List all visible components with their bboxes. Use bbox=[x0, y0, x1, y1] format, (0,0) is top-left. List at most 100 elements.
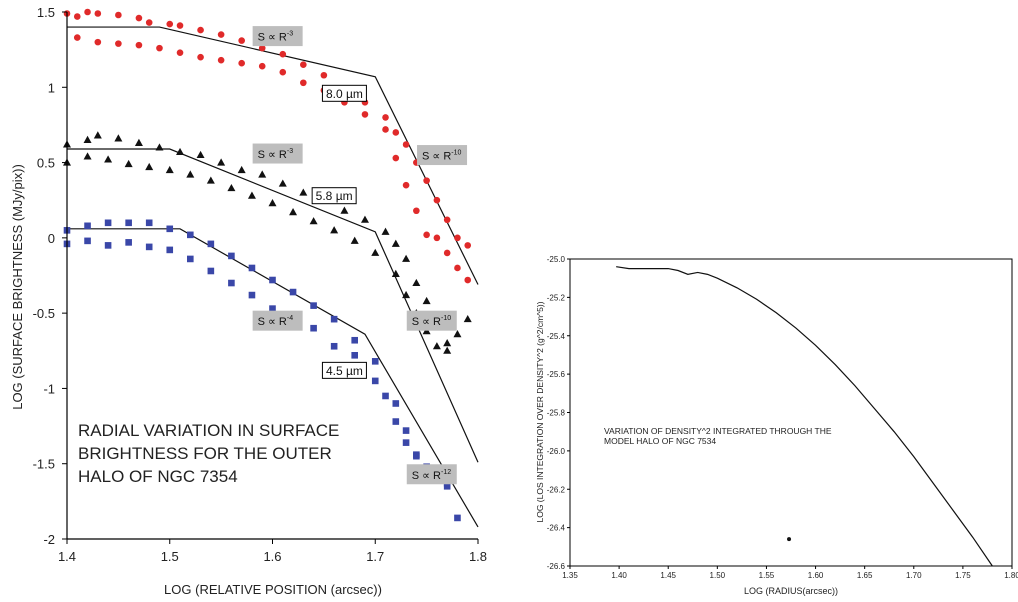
data-point-8um bbox=[197, 26, 204, 34]
wavelength-label-box bbox=[321, 84, 367, 102]
data-point-8um bbox=[73, 34, 81, 41]
data-point-5-8um bbox=[165, 165, 174, 174]
y-tick-label: -25.0 bbox=[547, 255, 566, 264]
y-tick-label: 1.5 bbox=[37, 5, 55, 20]
chart-title-line-1: RADIAL VARIATION IN SURFACE bbox=[78, 421, 339, 440]
data-point-4-5um bbox=[248, 291, 256, 299]
data-point-5-8um bbox=[268, 199, 277, 207]
x-tick-label: 1.8 bbox=[469, 549, 487, 564]
data-point-8um bbox=[443, 216, 451, 224]
data-point-4-5um bbox=[351, 352, 358, 359]
data-point-8um bbox=[361, 111, 369, 118]
x-axis-label: LOG (RADIUS(arcsec)) bbox=[744, 586, 838, 596]
chart-title-line-2: BRIGHTNESS FOR THE OUTER bbox=[78, 444, 332, 463]
y-tick-label: -26.0 bbox=[547, 447, 566, 456]
data-point-5-8um bbox=[330, 226, 339, 234]
data-point-4-5um bbox=[187, 231, 194, 239]
power-law-label-box bbox=[252, 143, 303, 164]
data-point-8um bbox=[156, 44, 163, 52]
data-point-5-8um bbox=[299, 188, 308, 196]
data-point-4-5um bbox=[289, 288, 297, 296]
data-point-8um bbox=[413, 207, 420, 215]
axes: 1.4 1.5 1.6 1.7 1.8 -2 -1.5 -1 -0.5 0 0.5 1 1.5 bbox=[33, 5, 487, 564]
data-point-4-5um bbox=[104, 242, 112, 249]
data-point-4-5um bbox=[402, 439, 410, 446]
data-point-4-5um bbox=[145, 219, 153, 227]
data-point-8um bbox=[392, 129, 400, 136]
data-point-8um bbox=[238, 37, 245, 44]
data-point-8um bbox=[423, 231, 430, 239]
data-point-5-8um bbox=[453, 330, 462, 338]
x-tick-label: 1.70 bbox=[906, 571, 922, 580]
data-point-8um bbox=[402, 181, 410, 189]
surface-brightness-chart: 8.0 µm5.8 µm4.5 µmS ∝ R-3S ∝ R-10S ∝ R-3… bbox=[10, 5, 487, 597]
data-point-8um bbox=[197, 53, 204, 61]
data-point-4-5um bbox=[207, 267, 215, 275]
data-point-5-8um bbox=[93, 131, 102, 139]
data-point-5-8um bbox=[432, 342, 441, 350]
data-point-5-8um bbox=[247, 191, 256, 199]
data-point-8um bbox=[464, 276, 472, 284]
data-point-8um bbox=[115, 11, 122, 19]
data-point-4-5um bbox=[207, 240, 215, 248]
fit-line bbox=[67, 148, 479, 463]
data-point-4-5um bbox=[228, 252, 235, 260]
data-point-5-8um bbox=[309, 217, 318, 225]
data-point-8um bbox=[176, 49, 184, 56]
x-tick-label: 1.40 bbox=[611, 571, 627, 580]
data-point-5-8um bbox=[402, 290, 411, 299]
data-points bbox=[63, 8, 472, 522]
data-point-5-8um bbox=[443, 339, 452, 347]
data-point-8um bbox=[320, 71, 328, 79]
data-point-4-5um bbox=[330, 342, 338, 350]
chart-title: RADIAL VARIATION IN SURFACE BRIGHTNESS F… bbox=[78, 421, 339, 486]
data-point-4-5um bbox=[382, 392, 389, 400]
x-tick-label: 1.60 bbox=[808, 571, 824, 580]
x-tick-label: 1.50 bbox=[710, 571, 726, 580]
data-point-8um bbox=[94, 10, 102, 17]
data-point-8um bbox=[258, 44, 266, 52]
data-point-5-8um bbox=[443, 346, 452, 354]
data-point-8um bbox=[443, 249, 451, 257]
data-point-8um bbox=[176, 22, 184, 29]
data-point-8um bbox=[217, 56, 225, 64]
data-point-5-8um bbox=[104, 155, 113, 163]
data-point bbox=[787, 537, 792, 542]
x-tick-label: 1.35 bbox=[562, 571, 578, 580]
data-point-8um bbox=[84, 8, 91, 16]
power-law-label-box bbox=[406, 310, 457, 331]
power-law-label: S ∝ R-3 bbox=[258, 31, 294, 44]
power-law-label-box bbox=[406, 464, 457, 485]
data-point-8um bbox=[145, 19, 153, 26]
y-axis-label: LOG (SURFACE BRIGHTNESS (MJy/pix)) bbox=[10, 164, 25, 410]
wavelength-label: 4.5 µm bbox=[326, 364, 363, 378]
y-tick-label: 0 bbox=[48, 231, 55, 246]
x-tick-label: 1.65 bbox=[857, 571, 873, 580]
data-point-8um bbox=[300, 79, 307, 87]
data-point-4-5um bbox=[104, 219, 112, 227]
data-point-5-8um bbox=[360, 215, 369, 223]
annotations: 8.0 µm5.8 µm4.5 µmS ∝ R-3S ∝ R-10S ∝ R-3… bbox=[252, 26, 468, 485]
y-tick-label: -26.2 bbox=[547, 485, 566, 494]
data-point-5-8um bbox=[83, 135, 92, 143]
data-point-8um bbox=[402, 141, 410, 148]
data-point-4-5um bbox=[84, 222, 91, 230]
data-point-4-5um bbox=[269, 305, 276, 312]
data-point-8um bbox=[258, 62, 266, 70]
wavelength-label-box bbox=[321, 361, 367, 379]
data-point-4-5um bbox=[371, 377, 379, 385]
data-point-4-5um bbox=[269, 276, 276, 284]
x-tick-label: 1.55 bbox=[759, 571, 775, 580]
data-point-5-8um bbox=[134, 138, 143, 146]
data-point-8um bbox=[166, 20, 174, 28]
x-axis-label: LOG (RELATIVE POSITION (arcsec)) bbox=[164, 582, 382, 597]
data-point-5-8um bbox=[206, 176, 215, 184]
data-point-4-5um bbox=[166, 246, 174, 254]
x-tick-label: 1.75 bbox=[955, 571, 971, 580]
data-point-5-8um bbox=[422, 296, 431, 305]
y-tick-label: -0.5 bbox=[33, 306, 55, 321]
data-point-5-8um bbox=[227, 183, 236, 192]
data-point-5-8um bbox=[155, 143, 164, 151]
x-tick-label: 1.45 bbox=[660, 571, 676, 580]
y-tick-label: -25.4 bbox=[547, 332, 566, 341]
